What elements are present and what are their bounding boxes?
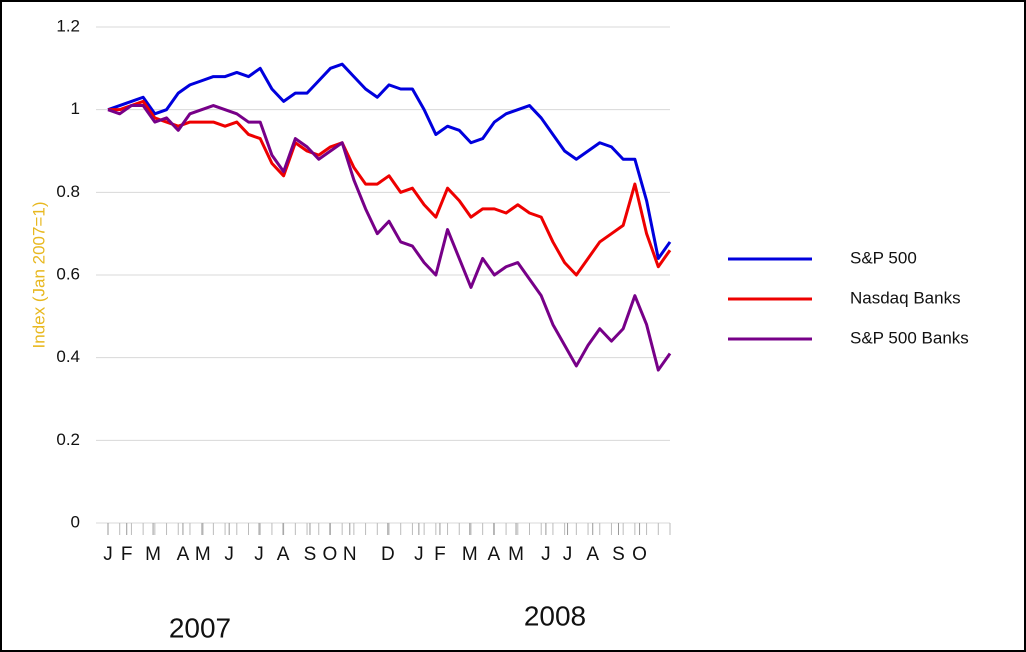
series-line [107, 104, 672, 372]
x-tick-label: S [612, 544, 625, 565]
x-tick-label: S [304, 544, 317, 565]
x-tick-label: N [343, 544, 357, 565]
x-tick-label: M [145, 544, 161, 565]
x-tick-label: J [254, 544, 264, 565]
x-tick-label: M [195, 544, 211, 565]
x-tick-label: A [487, 544, 500, 565]
x-tick-label: J [541, 544, 551, 565]
x-tick-label: J [224, 544, 234, 565]
series-line [108, 99, 672, 277]
x-tick-label: A [177, 544, 190, 565]
x-tick-label: J [414, 544, 424, 565]
series-line [107, 62, 672, 260]
x-tick-label: J [563, 544, 573, 565]
x-tick-label: O [322, 544, 337, 565]
y-tick-label: 1.2 [56, 16, 80, 35]
year-label: 2008 [524, 600, 586, 631]
year-label: 2007 [169, 612, 231, 643]
legend-label: S&P 500 Banks [850, 328, 969, 347]
x-tick-label: D [381, 544, 395, 565]
x-tick-label: F [434, 544, 446, 565]
x-tick-label: J [103, 544, 113, 565]
legend-label: Nasdaq Banks [850, 288, 961, 307]
x-tick-label: F [121, 544, 133, 565]
y-tick-label: 1 [71, 99, 80, 118]
y-tick-label: 0.4 [56, 347, 80, 366]
legend-label: S&P 500 [850, 248, 917, 267]
y-tick-label: 0 [71, 512, 80, 531]
x-tick-label: A [586, 544, 599, 565]
y-tick-label: 0.8 [56, 182, 80, 201]
y-axis-label: Index (Jan 2007=1) [29, 202, 48, 349]
x-tick-label: A [277, 544, 290, 565]
y-tick-label: 0.6 [56, 264, 80, 283]
y-tick-label: 0.2 [56, 430, 80, 449]
x-tick-label: M [462, 544, 478, 565]
x-tick-label: O [632, 544, 647, 565]
x-tick-label: M [508, 544, 524, 565]
